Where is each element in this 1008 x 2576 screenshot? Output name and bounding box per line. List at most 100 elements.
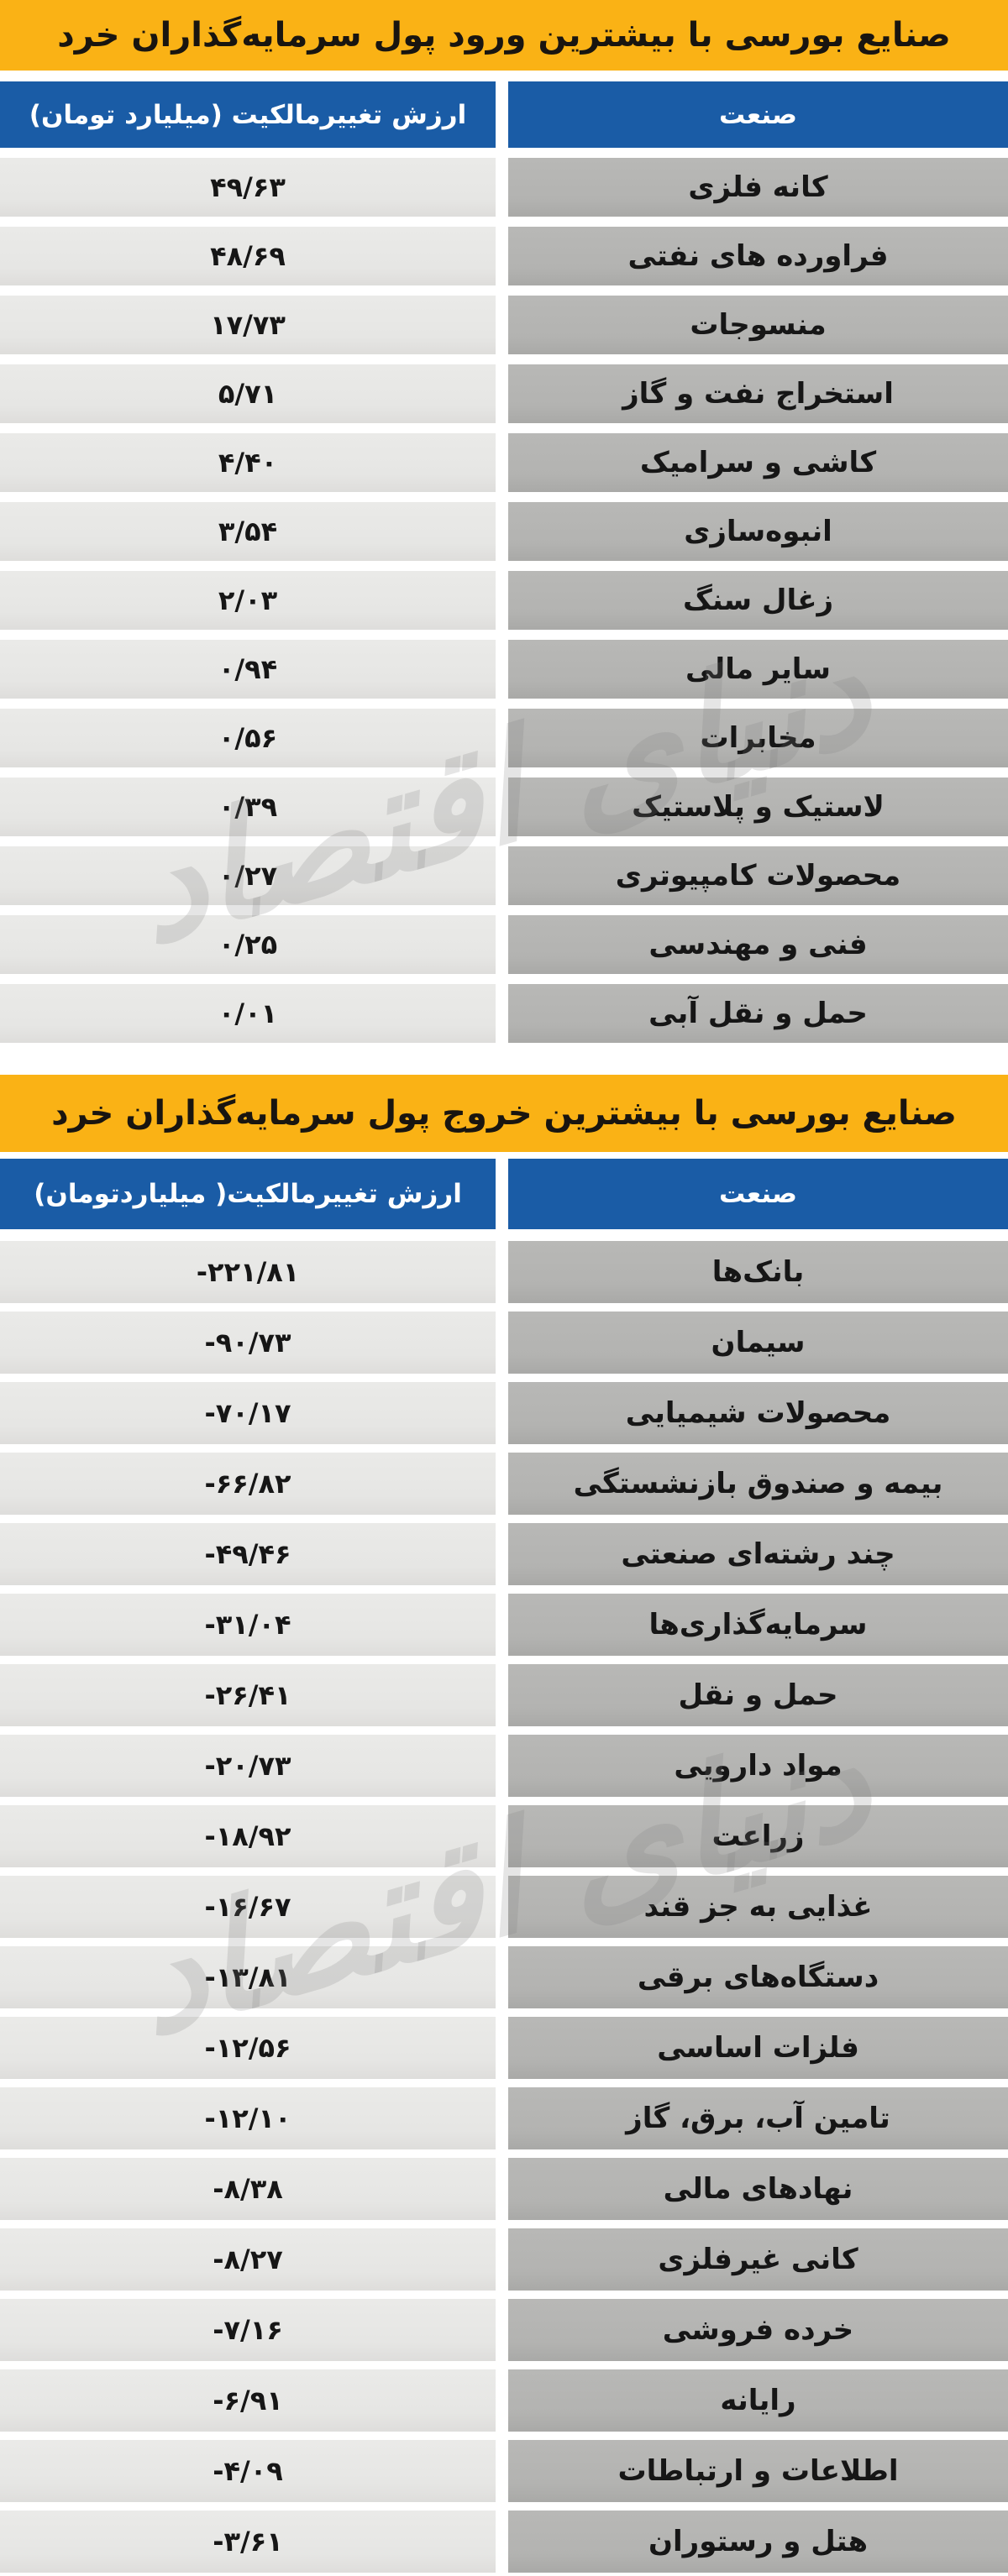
value-cell: ۲/۰۳ <box>0 571 496 630</box>
inflow-table: صنایع بورسی با بیشترین ورود پول سرمایه‌گ… <box>0 0 1008 1043</box>
industry-cell: تامین آب، برق، گاز <box>508 2087 1008 2149</box>
table-row: اطلاعات و ارتباطات -۴/۰۹ <box>0 2440 1008 2502</box>
industry-cell: نهادهای مالی <box>508 2158 1008 2220</box>
value-cell: -۷/۱۶ <box>0 2299 496 2361</box>
industry-cell: هتل و رستوران <box>508 2511 1008 2573</box>
industry-cell: محصولات کامپیوتری <box>508 846 1008 905</box>
table-row: زراعت -۱۸/۹۲ <box>0 1805 1008 1867</box>
value-cell: -۱۶/۶۷ <box>0 1876 496 1938</box>
value-cell: -۲۲۱/۸۱ <box>0 1241 496 1303</box>
value-cell: ۴۸/۶۹ <box>0 227 496 285</box>
industry-cell: چند رشته‌ای صنعتی <box>508 1523 1008 1585</box>
table-row: کاشی و سرامیک ۴/۴۰ <box>0 433 1008 492</box>
table-row: بانک‌ها -۲۲۱/۸۱ <box>0 1241 1008 1303</box>
value-cell: -۶۶/۸۲ <box>0 1453 496 1515</box>
table-row: مواد دارویی -۲۰/۷۳ <box>0 1735 1008 1797</box>
table-row: زغال سنگ ۲/۰۳ <box>0 571 1008 630</box>
value-cell: ۰/۰۱ <box>0 984 496 1043</box>
industry-cell: دستگاه‌های برقی <box>508 1946 1008 2008</box>
value-cell: -۳/۶۱ <box>0 2511 496 2573</box>
table-row: کانی غیرفلزی -۸/۲۷ <box>0 2228 1008 2291</box>
inflow-value-column-header: ارزش تغییرمالکیت (میلیارد تومان) <box>0 81 496 148</box>
table-row: چند رشته‌ای صنعتی -۴۹/۴۶ <box>0 1523 1008 1585</box>
value-cell: -۸/۳۸ <box>0 2158 496 2220</box>
industry-cell: فلزات اساسی <box>508 2017 1008 2079</box>
industry-cell: حمل و نقل آبی <box>508 984 1008 1043</box>
table-row: استخراج نفت و گاز ۵/۷۱ <box>0 364 1008 423</box>
value-cell: -۲۶/۴۱ <box>0 1664 496 1726</box>
value-cell: ۵/۷۱ <box>0 364 496 423</box>
value-cell: -۱۲/۱۰ <box>0 2087 496 2149</box>
outflow-table-title: صنایع بورسی با بیشترین خروج پول سرمایه‌گ… <box>0 1075 1008 1152</box>
industry-cell: اطلاعات و ارتباطات <box>508 2440 1008 2502</box>
value-cell: ۴/۴۰ <box>0 433 496 492</box>
outflow-value-column-header: ارزش تغییرمالکیت( میلیاردتومان) <box>0 1159 496 1229</box>
value-cell: -۴/۰۹ <box>0 2440 496 2502</box>
industry-cell: کانی غیرفلزی <box>508 2228 1008 2291</box>
industry-cell: انبوه‌سازی <box>508 502 1008 561</box>
value-cell: -۱۲/۵۶ <box>0 2017 496 2079</box>
industry-cell: سیمان <box>508 1312 1008 1374</box>
table-row: فلزات اساسی -۱۲/۵۶ <box>0 2017 1008 2079</box>
value-cell: -۲۰/۷۳ <box>0 1735 496 1797</box>
table-row: کانه فلزی ۴۹/۶۳ <box>0 158 1008 217</box>
table-row: حمل و نقل آبی ۰/۰۱ <box>0 984 1008 1043</box>
table-row: دستگاه‌های برقی -۱۳/۸۱ <box>0 1946 1008 2008</box>
table-row: سایر مالی ۰/۹۴ <box>0 640 1008 699</box>
table-row: منسوجات ۱۷/۷۳ <box>0 296 1008 354</box>
value-cell: -۱۸/۹۲ <box>0 1805 496 1867</box>
table-row: محصولات کامپیوتری ۰/۲۷ <box>0 846 1008 905</box>
table-row: فراورده های نفتی ۴۸/۶۹ <box>0 227 1008 285</box>
industry-cell: خرده فروشی <box>508 2299 1008 2361</box>
table-row: نهادهای مالی -۸/۳۸ <box>0 2158 1008 2220</box>
value-cell: -۱۳/۸۱ <box>0 1946 496 2008</box>
industry-cell: فراورده های نفتی <box>508 227 1008 285</box>
industry-cell: سرمایه‌گذاری‌ها <box>508 1594 1008 1656</box>
table-row: مخابرات ۰/۵۶ <box>0 709 1008 767</box>
outflow-table: صنایع بورسی با بیشترین خروج پول سرمایه‌گ… <box>0 1075 1008 2573</box>
industry-cell: حمل و نقل <box>508 1664 1008 1726</box>
table-row: انبوه‌سازی ۳/۵۴ <box>0 502 1008 561</box>
industry-cell: منسوجات <box>508 296 1008 354</box>
table-row: محصولات شیمیایی -۷۰/۱۷ <box>0 1382 1008 1444</box>
table-row: بیمه و صندوق بازنشستگی -۶۶/۸۲ <box>0 1453 1008 1515</box>
value-cell: -۹۰/۷۳ <box>0 1312 496 1374</box>
industry-cell: بانک‌ها <box>508 1241 1008 1303</box>
section-spacer <box>0 1043 1008 1075</box>
table-row: هتل و رستوران -۳/۶۱ <box>0 2511 1008 2573</box>
value-cell: ۰/۲۵ <box>0 915 496 974</box>
value-cell: -۷۰/۱۷ <box>0 1382 496 1444</box>
outflow-header-row: صنعت ارزش تغییرمالکیت( میلیاردتومان) <box>0 1159 1008 1229</box>
value-cell: ۳/۵۴ <box>0 502 496 561</box>
industry-cell: مواد دارویی <box>508 1735 1008 1797</box>
industry-cell: رایانه <box>508 2369 1008 2432</box>
industry-cell: کاشی و سرامیک <box>508 433 1008 492</box>
value-cell: ۰/۳۹ <box>0 778 496 836</box>
value-cell: ۰/۹۴ <box>0 640 496 699</box>
industry-cell: فنی و مهندسی <box>508 915 1008 974</box>
value-cell: ۱۷/۷۳ <box>0 296 496 354</box>
industry-cell: غذایی به جز قند <box>508 1876 1008 1938</box>
industry-cell: استخراج نفت و گاز <box>508 364 1008 423</box>
table-row: لاستیک و پلاستیک ۰/۳۹ <box>0 778 1008 836</box>
industry-cell: سایر مالی <box>508 640 1008 699</box>
industry-cell: زغال سنگ <box>508 571 1008 630</box>
inflow-table-title: صنایع بورسی با بیشترین ورود پول سرمایه‌گ… <box>0 0 1008 71</box>
industry-cell: زراعت <box>508 1805 1008 1867</box>
industry-cell: محصولات شیمیایی <box>508 1382 1008 1444</box>
table-row: غذایی به جز قند -۱۶/۶۷ <box>0 1876 1008 1938</box>
value-cell: ۰/۲۷ <box>0 846 496 905</box>
value-cell: ۰/۵۶ <box>0 709 496 767</box>
inflow-rows: کانه فلزی ۴۹/۶۳ فراورده های نفتی ۴۸/۶۹ م… <box>0 158 1008 1043</box>
industry-cell: کانه فلزی <box>508 158 1008 217</box>
table-row: خرده فروشی -۷/۱۶ <box>0 2299 1008 2361</box>
value-cell: -۸/۲۷ <box>0 2228 496 2291</box>
outflow-rows: بانک‌ها -۲۲۱/۸۱ سیمان -۹۰/۷۳ محصولات شیم… <box>0 1241 1008 2573</box>
industry-cell: مخابرات <box>508 709 1008 767</box>
industry-cell: لاستیک و پلاستیک <box>508 778 1008 836</box>
industry-cell: بیمه و صندوق بازنشستگی <box>508 1453 1008 1515</box>
inflow-header-row: صنعت ارزش تغییرمالکیت (میلیارد تومان) <box>0 81 1008 148</box>
value-cell: -۳۱/۰۴ <box>0 1594 496 1656</box>
table-row: سیمان -۹۰/۷۳ <box>0 1312 1008 1374</box>
